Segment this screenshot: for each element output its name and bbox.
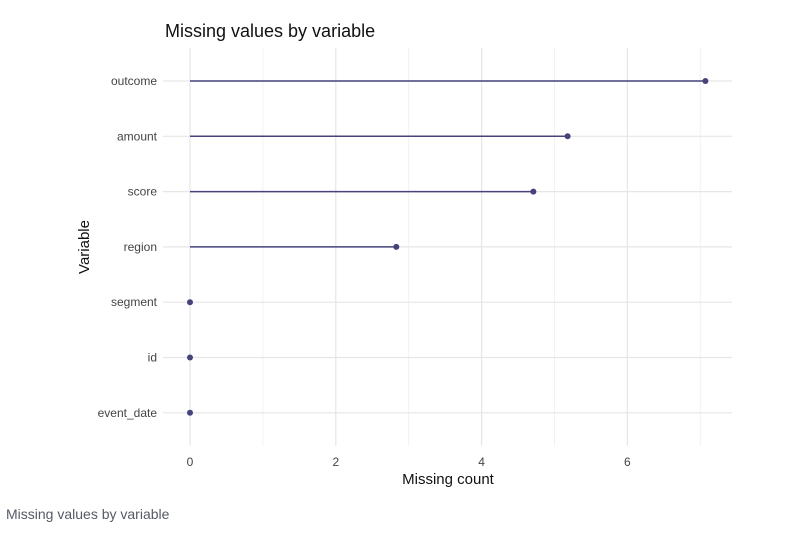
y-tick-label: outcome: [111, 74, 157, 88]
x-axis-label: Missing count: [402, 471, 495, 488]
y-tick-label: id: [148, 351, 157, 365]
y-tick-label: event_date: [98, 406, 158, 420]
x-tick-label: 6: [624, 455, 631, 469]
lollipop-point-amount: [564, 133, 571, 140]
y-tick-label: amount: [117, 129, 158, 143]
lollipop-point-region: [393, 243, 400, 250]
x-tick-label: 4: [478, 455, 485, 469]
y-tick-label: segment: [111, 295, 158, 309]
lollipop-point-score: [530, 188, 537, 195]
figure-caption: Missing values by variable: [6, 506, 170, 522]
lollipop-point-segment: [187, 299, 193, 306]
lollipop-point-outcome: [702, 78, 709, 84]
lollipop-point-id: [187, 354, 193, 361]
y-axis-label: Variable: [76, 220, 93, 274]
lollipop-point-event_date: [187, 409, 193, 416]
y-tick-label: score: [128, 185, 158, 199]
x-tick-label: 2: [332, 455, 339, 469]
lollipop-chart: Missing values by variable outcome amount…: [76, 21, 732, 488]
chart-title: Missing values by variable: [165, 21, 375, 41]
x-tick-label: 0: [187, 455, 194, 469]
y-tick-label: region: [124, 240, 157, 254]
